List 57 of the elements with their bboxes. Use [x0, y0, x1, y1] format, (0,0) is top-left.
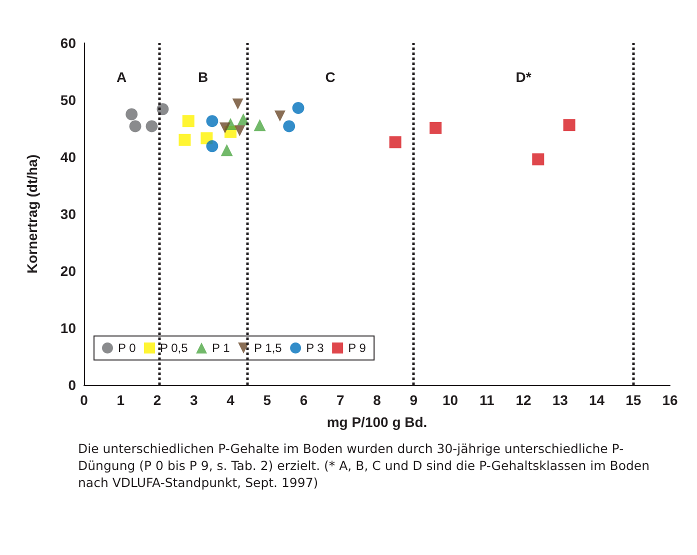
point: [563, 119, 576, 132]
point: [206, 140, 218, 152]
annotation: C: [325, 69, 336, 86]
point: [430, 122, 442, 134]
point: [220, 144, 233, 156]
y-tick-label: 30: [60, 206, 76, 222]
x-tick-label: 0: [80, 392, 88, 408]
y-tick-label: 40: [60, 149, 76, 165]
x-tick-label: 9: [410, 392, 418, 408]
x-tick-label: 1: [116, 392, 125, 408]
point: [220, 122, 231, 134]
x-tick-label: 4: [226, 392, 235, 408]
point: [237, 113, 250, 126]
point: [206, 115, 218, 128]
point: [234, 125, 246, 136]
legend-label: P 1: [212, 341, 230, 355]
y-tick-label: 0: [68, 377, 76, 393]
x-tick-label: 10: [442, 392, 458, 408]
x-tick-label: 8: [373, 392, 382, 408]
annotation: D*: [516, 69, 532, 86]
x-tick-label: 5: [263, 392, 272, 408]
y-axis-title: Kornertrag (dt/ha): [24, 154, 40, 274]
x-tick-label: 15: [626, 392, 642, 408]
y-tick-label: 10: [60, 320, 76, 336]
point: [146, 120, 158, 132]
x-tick-label: 6: [300, 392, 308, 408]
point: [274, 110, 286, 122]
x-tick-label: 3: [190, 392, 198, 408]
point: [389, 136, 402, 148]
x-tick-label: 16: [662, 392, 678, 408]
y-tick-label: 50: [60, 92, 76, 108]
legend-label: P 3: [306, 341, 324, 355]
legend-label: P 0: [118, 341, 136, 355]
annotation: B: [198, 69, 208, 86]
point: [182, 115, 194, 128]
point: [126, 108, 138, 120]
point: [292, 102, 304, 114]
x-axis-title: mg P/100 g Bd.: [326, 414, 428, 430]
text: Die unterschiedlichen P-Gehalte im Boden wurden durch 30-jährige unterschiedliche P-Düngung (P 0 bis P 9, s. Tab. 2) erzielt. (* A, B, C und D sind die P-Gehaltsklassen im Boden nach VDLUFA-Standpunkt, Sept. 1997): [78, 440, 651, 491]
point: [129, 120, 142, 132]
x-tick-label: 13: [552, 392, 568, 408]
legend-label: P 9: [348, 341, 366, 355]
x-tick-label: 2: [153, 392, 162, 408]
legend-label: P 0,5: [160, 341, 188, 355]
x-tick-label: 12: [516, 392, 532, 408]
y-tick-label: 60: [60, 35, 76, 51]
point: [232, 98, 244, 110]
x-tick-label: 7: [336, 392, 344, 408]
point: [283, 120, 296, 132]
point: [254, 119, 266, 132]
legend-label: P 1,5: [254, 341, 282, 355]
x-tick-label: 14: [588, 392, 605, 408]
y-tick-label: 20: [60, 263, 76, 279]
x-tick-label: 11: [479, 392, 494, 408]
point: [178, 134, 191, 146]
point: [532, 153, 544, 166]
annotation: A: [116, 69, 127, 86]
